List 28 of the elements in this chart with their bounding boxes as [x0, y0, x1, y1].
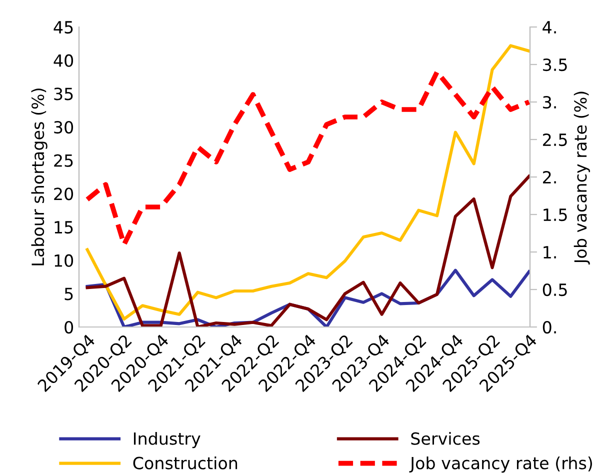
y2-tick-label: 3.5 [543, 58, 567, 72]
legend-label: Job vacancy rate (rhs) [409, 456, 592, 473]
y-tick-label: 10 [54, 254, 74, 267]
y2-tick-label: 2.5 [543, 133, 567, 146]
line-series [86, 44, 530, 321]
y2-tick-label: 0.5 [542, 283, 567, 296]
y-tick-label: 20 [54, 188, 74, 200]
line-series [84, 70, 530, 247]
legend-label: Construction [133, 456, 238, 470]
y-tick-label: 5 [64, 288, 73, 300]
y-tick-label: 25 [54, 154, 73, 167]
y-tick-label: 15 [54, 221, 73, 234]
y2-tick-label: 3. [543, 96, 556, 109]
legend-label: Industry [134, 432, 200, 448]
y-tick-label: 0 [64, 320, 74, 334]
line-series [86, 174, 530, 327]
y2-tick-label: 4. [542, 21, 556, 34]
y-tick-label: 30 [54, 120, 74, 134]
y-tick-label: 40 [54, 54, 74, 67]
y-tick-label: 45 [54, 21, 73, 34]
y2-tick-label: 1.5 [544, 208, 567, 222]
legend-label: Services [411, 432, 480, 445]
y-axis-title: Labour shortages (%) [31, 88, 48, 266]
y2-axis-title: Job vacancy rate (%) [574, 92, 590, 265]
y-tick-label: 35 [54, 88, 73, 100]
y2-tick-label: 0. [542, 320, 556, 334]
y2-tick-label: 2. [543, 170, 556, 184]
y2-tick-label: 1. [544, 246, 556, 258]
